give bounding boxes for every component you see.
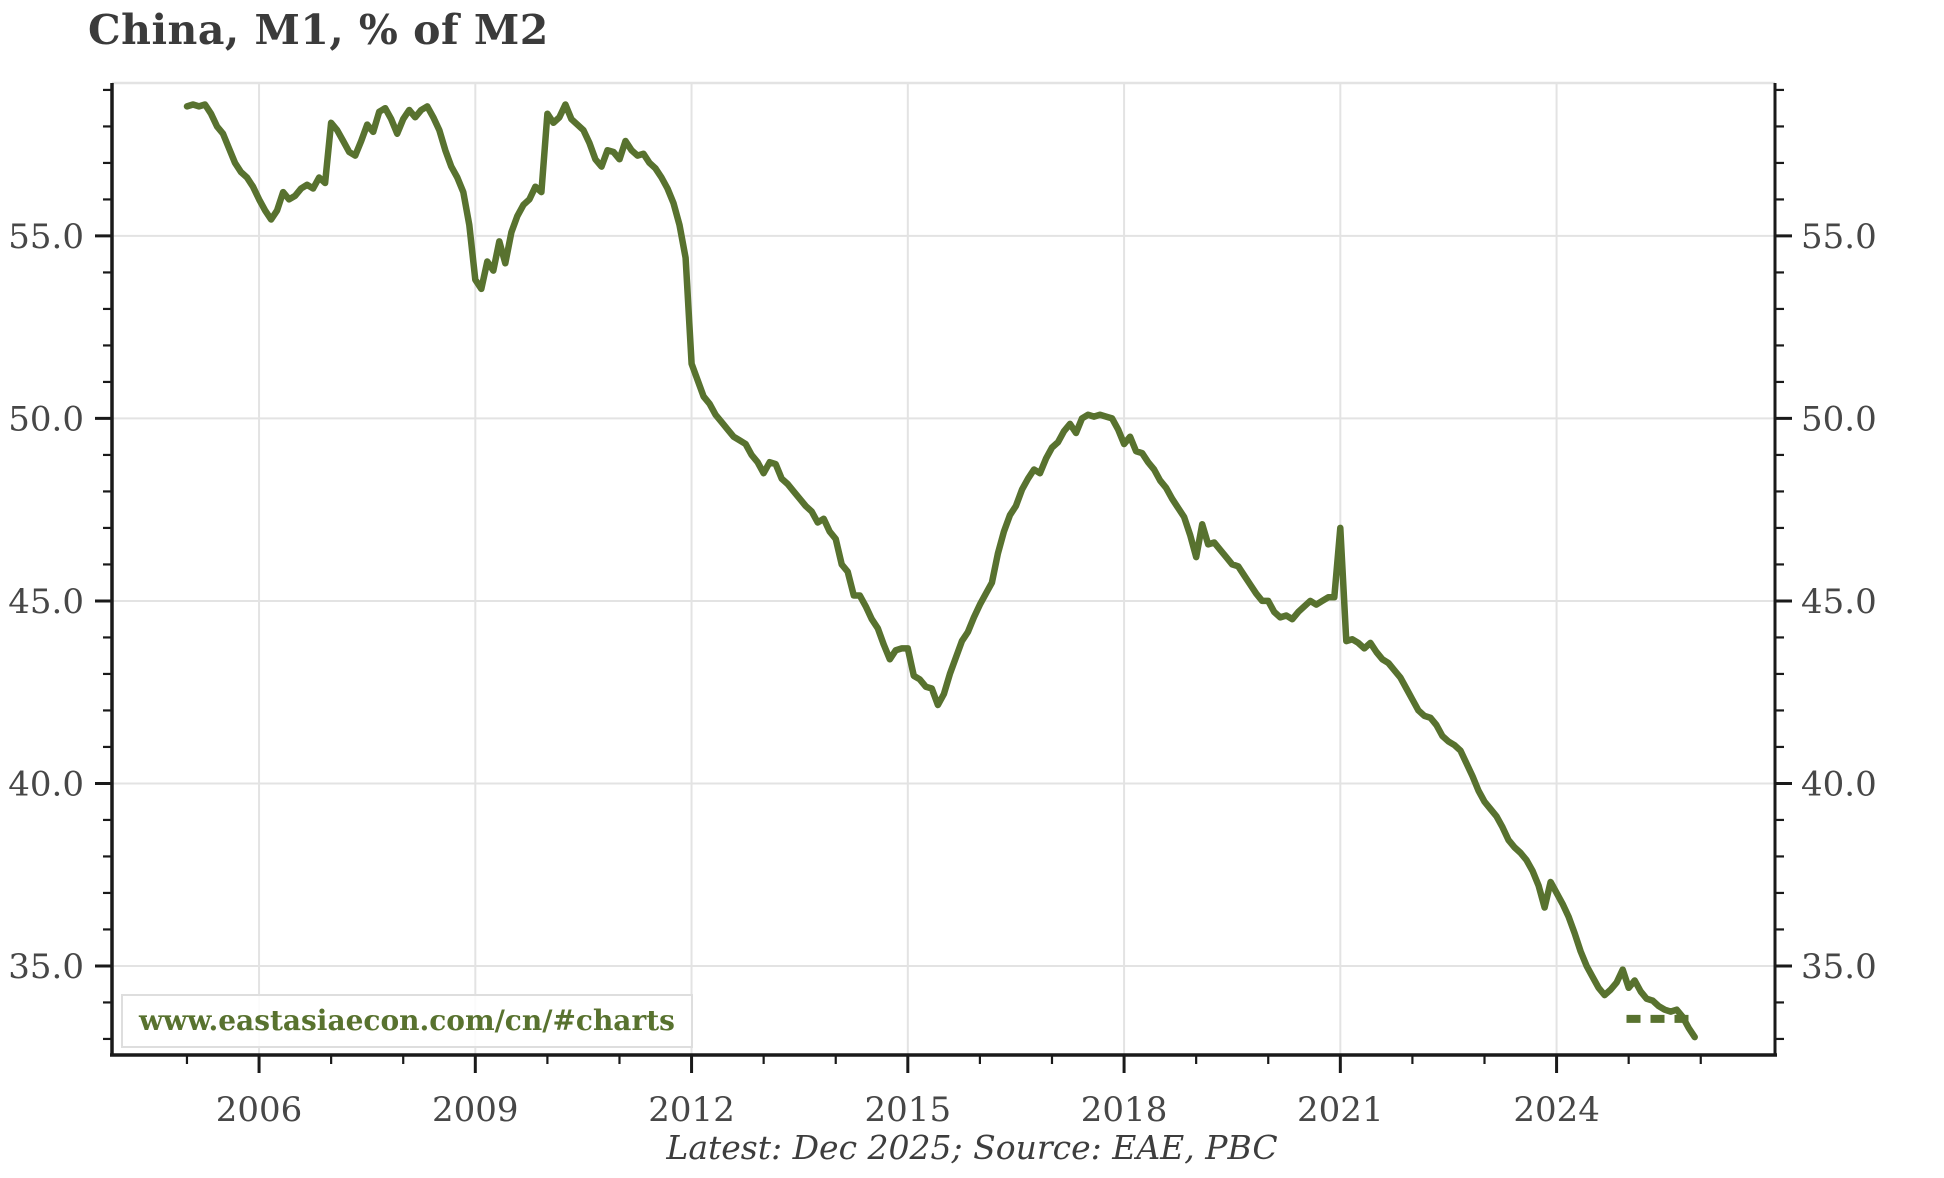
y-axis-label-right: 35.0: [1801, 947, 1877, 987]
x-axis-label: 2018: [1081, 1090, 1168, 1130]
m1-share-line: [183, 101, 1698, 1041]
y-axis-label-right: 55.0: [1801, 217, 1877, 257]
watermark-url: www.eastasiaecon.com/cn/#charts: [121, 994, 693, 1048]
x-axis-label: 2006: [216, 1090, 303, 1130]
y-axis-label-left: 55.0: [8, 217, 84, 257]
x-axis-label: 2012: [648, 1090, 735, 1130]
x-axis-label: 2024: [1513, 1090, 1600, 1130]
chart-title: China, M1, % of M2: [88, 6, 549, 54]
y-axis-label-right: 45.0: [1801, 582, 1877, 622]
y-axis-label-left: 50.0: [8, 399, 84, 439]
x-axis-label: 2009: [432, 1090, 519, 1130]
y-axis-label-right: 50.0: [1801, 399, 1877, 439]
source-caption: Latest: Dec 2025; Source: EAE, PBC: [666, 1128, 1278, 1167]
x-axis-label: 2021: [1297, 1090, 1384, 1130]
y-axis-label-left: 35.0: [8, 947, 84, 987]
x-axis-label: 2015: [865, 1090, 952, 1130]
y-axis-label-left: 45.0: [8, 582, 84, 622]
y-axis-label-left: 40.0: [8, 764, 84, 804]
y-axis-label-right: 40.0: [1801, 764, 1877, 804]
